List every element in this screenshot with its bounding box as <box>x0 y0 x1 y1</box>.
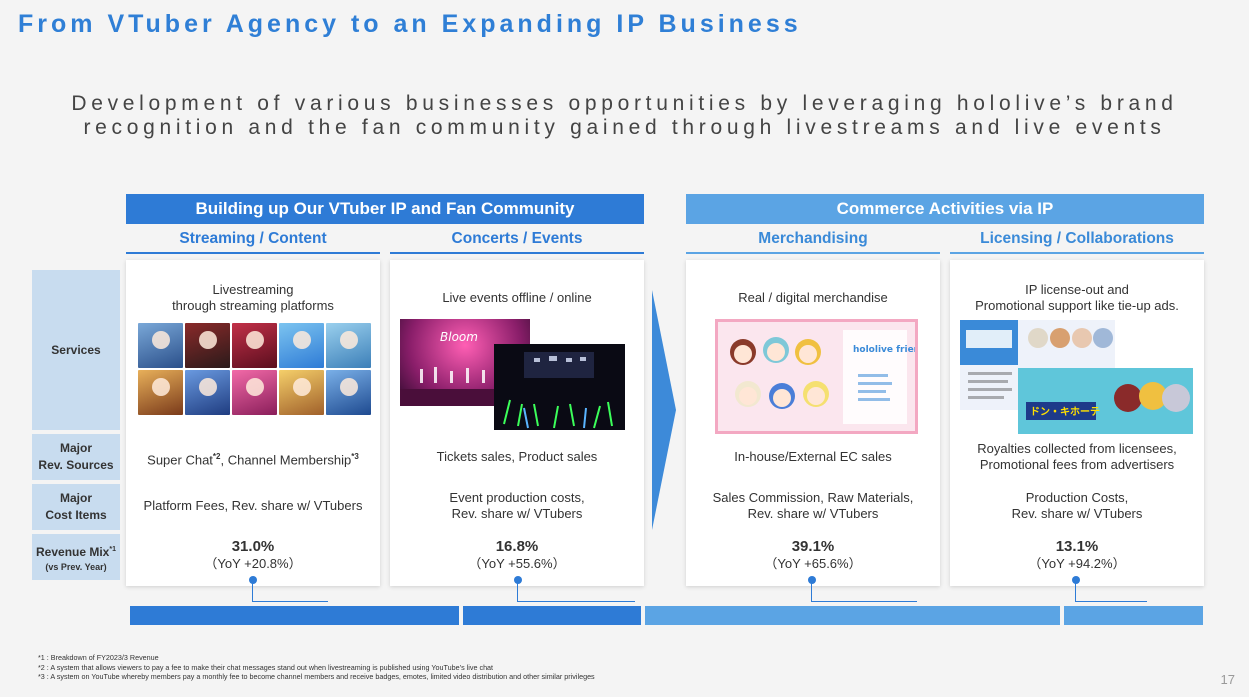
row-label-revenue-mix: Revenue Mix*1 (vs Prev. Year) <box>32 534 120 580</box>
revenue-mix-yoy: （YoY +20.8%） <box>204 556 302 571</box>
don-quijote-collab-image: ドン・キホーテ <box>1018 368 1193 434</box>
column-header-concerts: Concerts / Events <box>390 230 644 254</box>
subtitle-line-2: recognition and the fan community gained… <box>83 116 1166 139</box>
connector-dot <box>1072 576 1080 584</box>
connector-dot <box>808 576 816 584</box>
revenue-mix-bar-segment <box>1064 606 1203 625</box>
row-label-revenue-mix-sub: (vs Prev. Year) <box>45 562 107 572</box>
hololive-friends-logo-text: hololive friends <box>853 345 915 355</box>
page-subtitle: Development of various businesses opport… <box>0 92 1249 140</box>
vtuber-thumbnail <box>138 370 183 415</box>
page-number: 17 <box>1220 672 1235 687</box>
revenue-mix-yoy: （YoY +65.6%） <box>764 556 862 571</box>
progression-arrow-icon <box>652 290 676 530</box>
concert-crowd-photo <box>494 344 625 430</box>
services-licensing: IP license-out and Promotional support l… <box>975 282 1179 313</box>
row-label-revenue-mix-footnote: *1 <box>109 546 116 553</box>
revenue-mix-percent: 39.1% <box>791 538 835 555</box>
services-streaming: Livestreaming through streaming platform… <box>172 282 334 313</box>
footnote-ref: *2 <box>212 452 221 461</box>
revenue-mix-bar-segment <box>462 606 642 625</box>
revenue-mix-yoy: （YoY +94.2%） <box>1028 556 1126 571</box>
connector-dot <box>514 576 522 584</box>
don-quijote-logo-text: ドン・キホーテ <box>1030 406 1100 418</box>
card-concerts: Live events offline / online Bloom <box>390 260 644 586</box>
cost-items-streaming: Platform Fees, Rev. share w/ VTubers <box>143 498 363 513</box>
revenue-mix-bar-segment <box>130 606 459 625</box>
row-label-major-rev-line1: Major <box>59 441 92 455</box>
card-licensing: IP license-out and Promotional support l… <box>950 260 1204 586</box>
section-header-commerce: Commerce Activities via IP <box>686 194 1204 224</box>
column-header-licensing: Licensing / Collaborations <box>950 230 1204 254</box>
revenue-mix-bar-segment <box>645 606 1060 625</box>
card-merchandising: Real / digital merchandise hololive frie… <box>686 260 940 586</box>
connector-line <box>811 580 917 602</box>
cost-items-concerts: Event production costs, Rev. share w/ VT… <box>449 490 585 521</box>
revenue-source-membership: , Channel Membership <box>220 452 352 468</box>
revenue-sources-licensing: Royalties collected from licensees, Prom… <box>977 441 1177 472</box>
cost-items-merchandising: Sales Commission, Raw Materials, Rev. sh… <box>712 490 914 521</box>
vtuber-thumbnail <box>232 370 277 415</box>
subtitle-line-1: Development of various businesses opport… <box>71 92 1178 115</box>
row-label-major-cost-items: Major Cost Items <box>32 484 120 530</box>
revenue-sources-concerts: Tickets sales, Product sales <box>436 449 598 464</box>
footnote-1: *1 : Breakdown of FY2023/3 Revenue <box>38 653 159 662</box>
plush-illustration: hololive friends <box>730 330 915 424</box>
column-header-merchandising: Merchandising <box>686 230 940 254</box>
page-title: From VTuber Agency to an Expanding IP Bu… <box>18 10 802 38</box>
revenue-sources-streaming: Super Chat*2, Channel Membership*3 <box>126 449 380 468</box>
services-merchandising: Real / digital merchandise <box>738 290 888 305</box>
revenue-mix-merchandising: 39.1% （YoY +65.6%） <box>686 538 940 572</box>
vtuber-thumbnail <box>138 323 183 368</box>
license-collab-illustration <box>960 320 1113 399</box>
connector-line <box>252 580 328 602</box>
row-label-major-cost-line1: Major <box>59 491 92 505</box>
row-label-major-rev-sources: Major Rev. Sources <box>32 434 120 480</box>
row-label-revenue-mix-text: Revenue Mix <box>36 545 110 559</box>
revenue-mix-licensing: 13.1% （YoY +94.2%） <box>950 538 1204 572</box>
row-label-major-rev-line2: Rev. Sources <box>38 458 114 472</box>
don-quijote-illustration: ドン・キホーテ <box>1018 368 1193 434</box>
row-label-services: Services <box>32 270 120 430</box>
merchandise-plush-image: hololive friends <box>715 319 918 434</box>
card-streaming: Livestreaming through streaming platform… <box>126 260 380 586</box>
revenue-mix-streaming: 31.0% （YoY +20.8%） <box>126 538 380 572</box>
svg-text:Bloom: Bloom <box>440 330 478 344</box>
vtuber-thumbnail <box>185 323 230 368</box>
column-header-streaming: Streaming / Content <box>126 230 380 254</box>
connector-dot <box>249 576 257 584</box>
row-label-major-cost-line2: Cost Items <box>45 508 107 522</box>
revenue-mix-percent: 13.1% <box>1055 538 1099 555</box>
vtuber-thumbnail <box>232 323 277 368</box>
revenue-sources-merchandising: In-house/External EC sales <box>734 449 892 464</box>
footnote-2: *2 : A system that allows viewers to pay… <box>38 662 494 672</box>
vtuber-thumbnail <box>185 370 230 415</box>
vtuber-thumbnail <box>279 370 324 415</box>
revenue-source-super-chat: Super Chat <box>147 452 213 468</box>
concert-crowd-illustration <box>503 352 613 429</box>
vtuber-thumbnail <box>326 370 371 415</box>
row-label-services-text: Services <box>51 342 101 357</box>
footnotes: *1 : Breakdown of FY2023/3 Revenue *2 : … <box>38 653 595 682</box>
vtuber-thumbnail-grid <box>138 323 371 415</box>
revenue-mix-percent: 31.0% <box>231 538 275 555</box>
revenue-mix-concerts: 16.8% （YoY +55.6%） <box>390 538 644 572</box>
revenue-mix-yoy: （YoY +55.6%） <box>468 556 566 571</box>
vtuber-thumbnail <box>279 323 324 368</box>
revenue-mix-percent: 16.8% <box>495 538 539 555</box>
section-header-ip-fan-community: Building up Our VTuber IP and Fan Commun… <box>126 194 644 224</box>
footnote-3: *3 : A system on YouTube whereby members… <box>38 672 595 681</box>
footnote-ref: *3 <box>351 452 359 461</box>
services-concerts: Live events offline / online <box>442 290 592 305</box>
cost-items-licensing: Production Costs, Rev. share w/ VTubers <box>1011 490 1143 521</box>
vtuber-thumbnail <box>326 323 371 368</box>
connector-line <box>1075 580 1147 602</box>
connector-line <box>517 580 635 602</box>
